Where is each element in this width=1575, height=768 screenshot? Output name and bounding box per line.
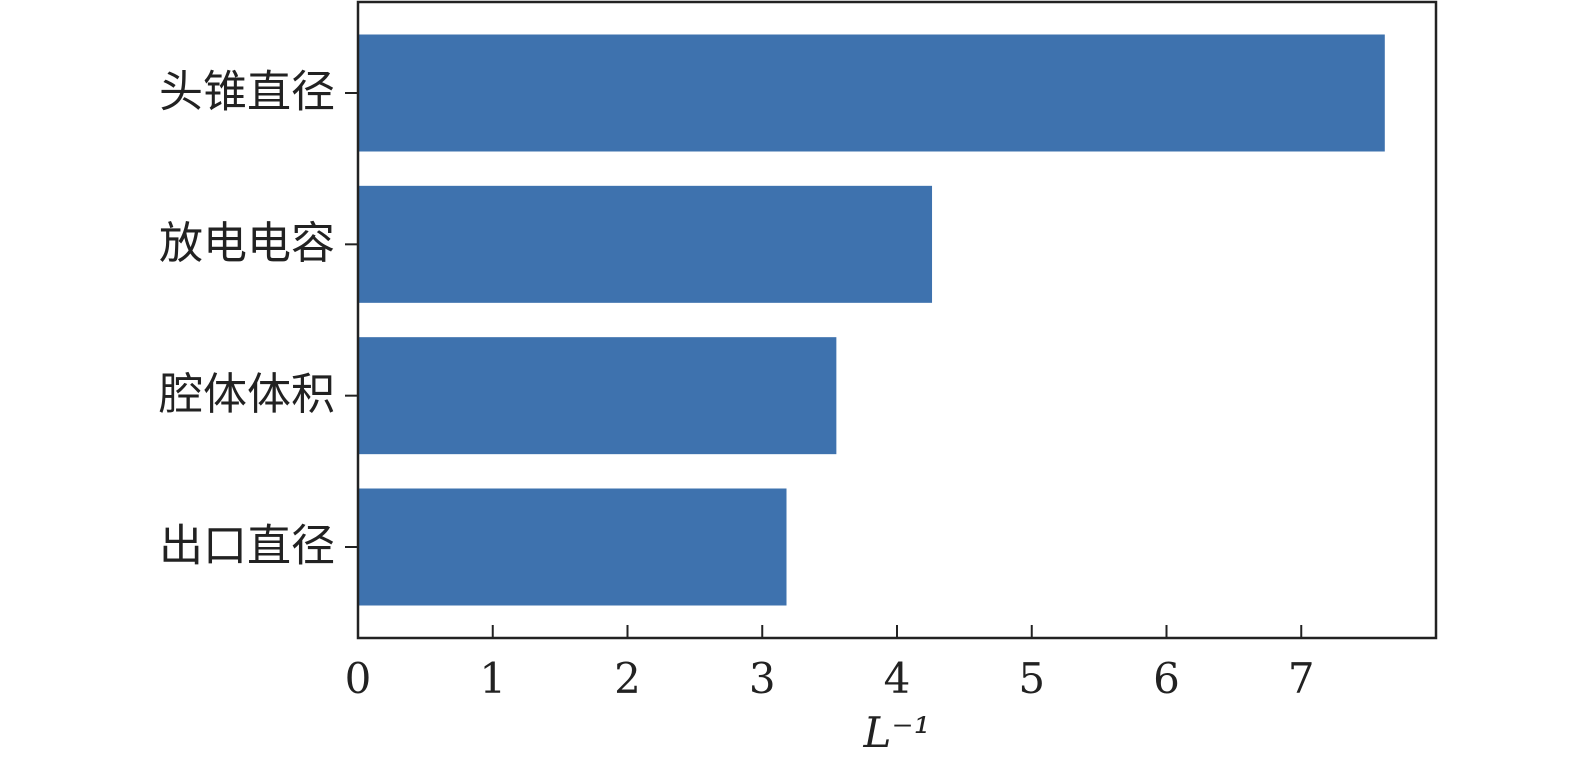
y-tick-label: 头锥直径 [159, 67, 335, 118]
y-tick-label: 腔体体积 [159, 369, 335, 420]
x-tick-label: 6 [1153, 654, 1180, 703]
y-tick-label: 出口直径 [159, 521, 335, 572]
bar [358, 185, 933, 303]
x-tick-label: 7 [1288, 654, 1315, 703]
x-tick-label: 5 [1018, 654, 1045, 703]
bar [358, 337, 837, 455]
y-tick-label: 放电电容 [159, 218, 335, 269]
bar [358, 488, 787, 606]
bar [358, 34, 1385, 152]
plot-frame [356, 0, 1438, 640]
x-tick-label: 4 [884, 654, 911, 703]
x-tick-label: 0 [345, 654, 372, 703]
x-tick-label: 1 [479, 654, 506, 703]
x-axis-title: L⁻¹ [863, 708, 931, 757]
x-tick-label: 2 [614, 654, 641, 703]
x-tick-label: 3 [749, 654, 776, 703]
